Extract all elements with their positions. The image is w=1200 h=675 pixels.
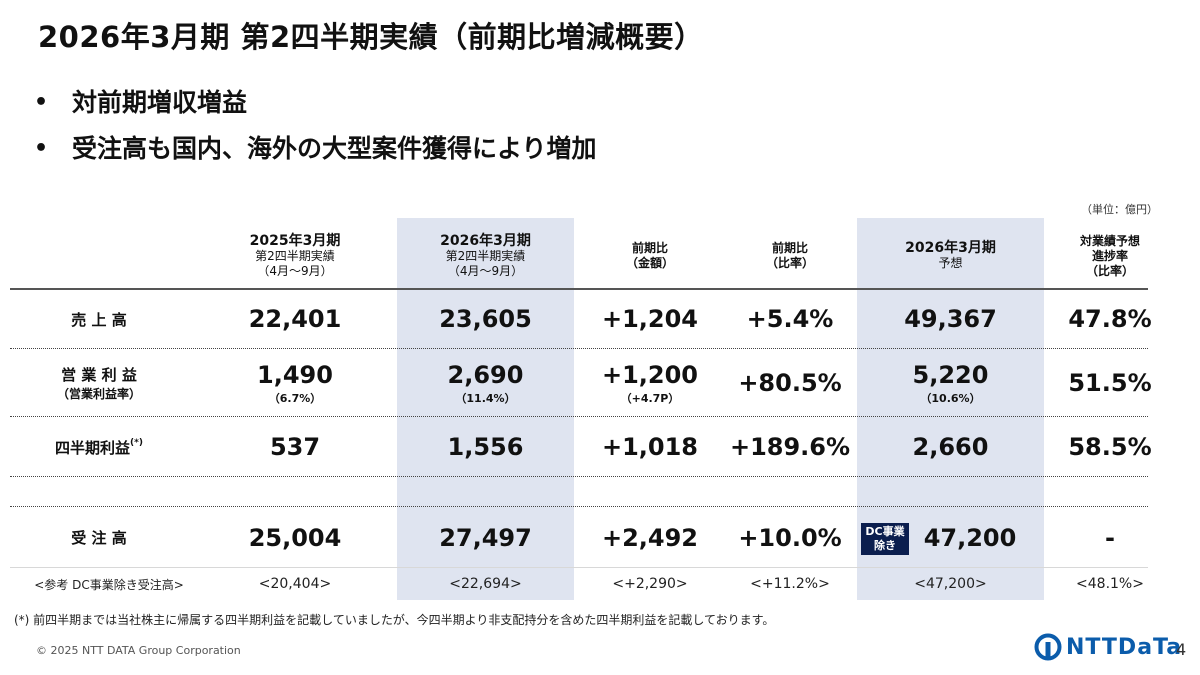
row-divider (10, 567, 1148, 568)
table-cell: 2,690 （11.4%） (447, 360, 524, 405)
bullet-list: • 対前期増収増益 • 受注高も国内、海外の大型案件獲得により増加 (34, 80, 597, 172)
table-cell: 22,401 (248, 305, 342, 333)
table-cell: +1,200 （+4.7P） (601, 360, 699, 405)
row-label-quarterly-profit: 四半期利益 (*) (55, 438, 143, 457)
table-cell: 47,200 (923, 523, 1017, 552)
logo-text: NTTDaTa (1066, 634, 1183, 660)
table-cell: <47,200> (914, 576, 987, 592)
table-cell: 58.5% (1068, 433, 1152, 461)
table-cell: 47.8% (1068, 305, 1152, 333)
column-header-fy2025: 2025年3月期 第2四半期実績 （4月～9月） (249, 232, 341, 278)
column-header-fy2026: 2026年3月期 第2四半期実績 （4月～9月） (440, 232, 531, 278)
table-cell: +5.4% (746, 305, 834, 333)
dc-excluded-badge: DC事業 除き (861, 523, 909, 555)
row-divider (10, 416, 1148, 417)
unit-label: （単位：億円） (1081, 203, 1158, 216)
table-cell: +80.5% (738, 369, 842, 397)
table-cell: 51.5% (1068, 369, 1152, 397)
column-header-diff-ratio: 前期比 （比率） (765, 241, 814, 270)
column-header-progress: 対業績予想 進捗率 （比率） (1079, 233, 1140, 278)
row-divider (10, 506, 1148, 507)
row-divider (10, 476, 1148, 477)
table-cell: <+11.2%> (750, 576, 830, 592)
column-header-forecast: 2026年3月期 予想 (905, 240, 996, 271)
table-cell: +10.0% (738, 523, 842, 552)
row-label-sales: 売 上 高 (71, 310, 127, 329)
footnote: (*) 前四半期までは当社株主に帰属する四半期利益を記載していましたが、今四半期… (14, 613, 775, 627)
table-cell: +2,492 (601, 523, 699, 552)
table-cell: 1,556 (447, 433, 524, 461)
table-cell: 49,367 (904, 305, 997, 333)
page-number: 4 (1176, 640, 1187, 659)
table-cell: <20,404> (258, 576, 332, 592)
bullet-item: • 対前期増収増益 (34, 88, 248, 117)
table-cell: 23,605 (439, 305, 532, 333)
row-divider (10, 348, 1148, 349)
footnote-mark: (*) (130, 438, 143, 448)
bullet-item: • 受注高も国内、海外の大型案件獲得により増加 (34, 134, 597, 163)
column-header-diff-amount: 前期比 （金額） (625, 241, 674, 270)
table-cell: <48.1%> (1076, 576, 1144, 592)
row-label-reference: <参考 DC事業除き受注高> (34, 577, 184, 592)
table-cell: 25,004 (248, 523, 342, 552)
table-cell: +189.6% (729, 433, 851, 461)
table-cell: 537 (269, 433, 321, 461)
table-cell: <+2,290> (612, 576, 688, 592)
row-label-orders: 受 注 高 (71, 529, 127, 547)
table-cell: <22,694> (449, 576, 522, 592)
highlight-column-current (397, 218, 574, 600)
page-title: 2026年3月期 第2四半期実績（前期比増減概要） (38, 20, 704, 54)
table-cell: +1,204 (601, 305, 699, 333)
ntt-data-logo: NTTDaTa (1034, 633, 1182, 661)
table-cell: 1,490 （6.7%） (257, 360, 333, 405)
table-cell: 5,220 （10.6%） (912, 360, 989, 405)
copyright: © 2025 NTT DATA Group Corporation (36, 644, 241, 657)
table-cell: +1,018 (601, 433, 699, 461)
table-cell: 27,497 (439, 523, 532, 552)
ntt-logo-icon (1034, 633, 1062, 661)
header-divider (10, 288, 1148, 290)
table-cell: 2,660 (912, 433, 989, 461)
row-label-operating-income: 営 業 利 益（営業利益率） (56, 366, 141, 401)
table-cell: - (1105, 523, 1115, 552)
